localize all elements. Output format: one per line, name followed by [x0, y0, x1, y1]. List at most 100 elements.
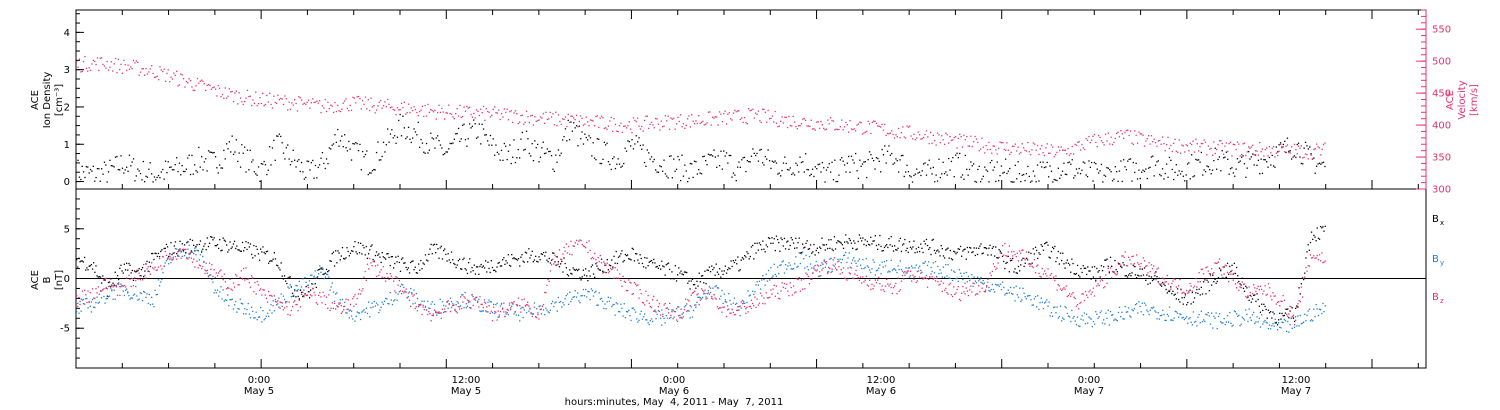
- velocity-point: [374, 112, 376, 114]
- velocity-point: [882, 129, 885, 131]
- density-point: [414, 131, 417, 133]
- by-point: [1040, 297, 1042, 299]
- velocity-point: [127, 64, 129, 66]
- density-point: [156, 176, 158, 179]
- by-point: [1036, 306, 1038, 308]
- bz-point: [1083, 299, 1085, 302]
- density-point: [1306, 145, 1308, 147]
- density-point: [930, 167, 932, 169]
- density-point: [1242, 155, 1244, 157]
- bx-point: [737, 256, 739, 258]
- density-point: [1246, 167, 1248, 169]
- bz-point: [681, 317, 683, 319]
- bz-point: [458, 308, 461, 310]
- velocity-point: [1263, 155, 1265, 157]
- bz-point: [405, 288, 407, 290]
- density-point: [591, 155, 593, 157]
- by-point: [1296, 325, 1298, 327]
- bx-point: [703, 282, 705, 284]
- velocity-point: [534, 116, 536, 118]
- density-point: [1318, 162, 1321, 164]
- density-point: [1277, 151, 1279, 153]
- bz-point: [866, 284, 868, 286]
- bx-point: [80, 260, 82, 262]
- by-point: [130, 297, 132, 299]
- bz-point: [1017, 260, 1020, 262]
- by-point: [252, 310, 254, 312]
- by-point: [997, 284, 999, 286]
- by-point: [787, 265, 789, 267]
- velocity-point: [109, 66, 111, 68]
- density-point: [484, 134, 486, 136]
- bx-point: [1096, 267, 1098, 270]
- velocity-point: [367, 99, 369, 101]
- bz-point: [1063, 287, 1065, 289]
- density-point: [663, 159, 665, 161]
- bx-point: [1212, 274, 1214, 277]
- density-point: [811, 168, 814, 170]
- velocity-point: [152, 72, 154, 75]
- bz-point: [187, 258, 189, 260]
- bz-point: [1114, 273, 1116, 275]
- density-point: [198, 146, 200, 149]
- bx-point: [163, 247, 165, 250]
- density-point: [481, 123, 483, 125]
- density-point: [778, 172, 780, 174]
- velocity-point: [485, 108, 487, 110]
- bz-point: [110, 278, 112, 280]
- density-point: [299, 170, 301, 173]
- bz-point: [598, 260, 600, 263]
- density-point: [1256, 164, 1258, 166]
- bz-point: [1159, 283, 1162, 285]
- bx-point: [878, 244, 880, 246]
- bx-point: [233, 240, 236, 242]
- bx-point: [274, 258, 277, 260]
- velocity-point: [417, 115, 419, 117]
- bz-point: [166, 257, 169, 259]
- bottom-panel-marks: [76, 225, 1426, 333]
- bz-point: [841, 272, 843, 274]
- velocity-point: [875, 122, 878, 124]
- velocity-point: [1174, 138, 1176, 140]
- bx-point: [419, 269, 421, 271]
- bz-point: [844, 277, 846, 279]
- by-point: [247, 302, 249, 305]
- density-point: [277, 135, 279, 137]
- by-point: [481, 310, 483, 312]
- velocity-point: [1292, 156, 1294, 158]
- by-point: [1162, 309, 1164, 311]
- by-point: [479, 310, 481, 312]
- by-point: [427, 300, 429, 302]
- bx-point: [855, 249, 857, 251]
- bx-point: [925, 238, 928, 241]
- by-point: [870, 271, 872, 274]
- velocity-point: [1185, 144, 1187, 146]
- velocity-point: [1293, 143, 1296, 146]
- bx-point: [624, 253, 626, 256]
- bz-point: [252, 277, 254, 279]
- bx-point: [1187, 301, 1189, 304]
- by-point: [1275, 322, 1277, 324]
- bx-point: [138, 268, 140, 270]
- velocity-point: [1209, 148, 1211, 150]
- by-point: [236, 311, 238, 313]
- velocity-point: [1159, 139, 1161, 142]
- velocity-point: [1302, 157, 1304, 159]
- density-point: [1024, 180, 1026, 182]
- velocity-point: [1079, 149, 1082, 151]
- bx-point: [290, 286, 292, 288]
- bx-point: [974, 254, 976, 257]
- bx-point: [637, 259, 639, 261]
- bx-point: [195, 245, 197, 248]
- by-point: [419, 304, 421, 306]
- bx-point: [558, 266, 561, 268]
- density-point: [814, 166, 816, 168]
- bx-point: [371, 244, 373, 246]
- bz-point: [248, 282, 250, 284]
- velocity-point: [1324, 142, 1326, 144]
- by-point: [86, 297, 88, 300]
- bz-point: [515, 304, 517, 306]
- velocity-point: [267, 101, 269, 103]
- bx-point: [1023, 265, 1025, 268]
- bx-point: [941, 248, 943, 250]
